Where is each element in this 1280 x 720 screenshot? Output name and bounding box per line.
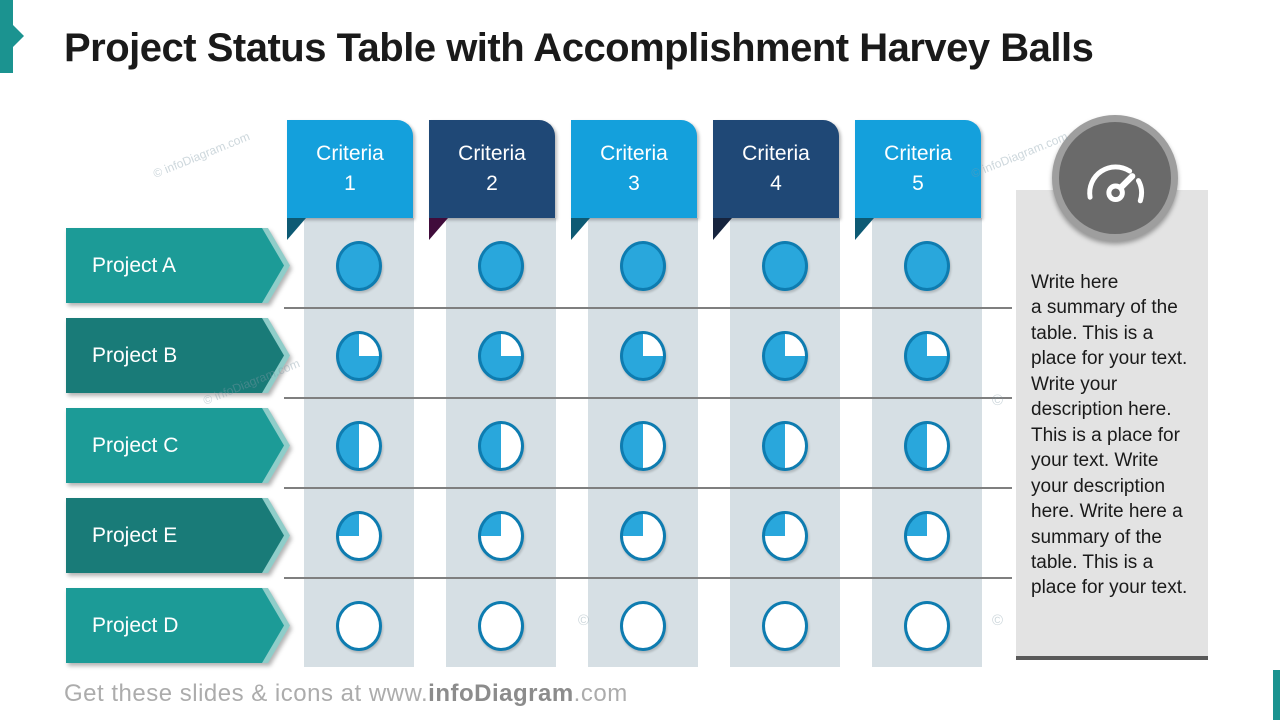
criteria-header-label: Criteria xyxy=(884,142,952,165)
watermark-text: © xyxy=(992,612,1004,629)
row-separator-line xyxy=(284,397,1012,399)
project-row-label-text: Project E xyxy=(92,523,178,547)
harvey-ball-100pct xyxy=(478,240,524,291)
project-row-label-text: Project D xyxy=(92,613,179,637)
criteria-header-label: Criteria xyxy=(742,142,810,165)
criteria-header-number: 5 xyxy=(912,172,924,195)
criteria-header-number: 2 xyxy=(486,172,498,195)
bottom-right-accent-bar xyxy=(1273,670,1280,720)
gauge-badge xyxy=(1052,115,1178,241)
criteria-header-label: Criteria xyxy=(458,142,526,165)
harvey-ball-50pct xyxy=(336,420,382,471)
summary-panel: Write here a summary of the table. This … xyxy=(1016,190,1208,660)
project-row-label-wrap: Project B xyxy=(66,318,290,393)
harvey-ball-75pct xyxy=(762,330,808,381)
project-row-label-text: Project C xyxy=(92,433,179,457)
harvey-ball-0pct xyxy=(904,600,950,651)
summary-text: Write here a summary of the table. This … xyxy=(1031,272,1188,599)
criteria-header-tab-1: Criteria 1 xyxy=(287,120,413,218)
harvey-ball-50pct xyxy=(904,420,950,471)
criteria-header-number: 4 xyxy=(770,172,782,195)
harvey-ball-25pct xyxy=(336,510,382,561)
criteria-header-tab-4: Criteria 4 xyxy=(713,120,839,218)
project-row-label: Project C xyxy=(66,408,284,483)
harvey-ball-100pct xyxy=(904,240,950,291)
harvey-ball-25pct xyxy=(762,510,808,561)
harvey-ball-75pct xyxy=(336,330,382,381)
criteria-header-tab-2: Criteria 2 xyxy=(429,120,555,218)
criteria-header-label: Criteria xyxy=(316,142,384,165)
top-left-accent-bar xyxy=(0,0,13,73)
harvey-ball-0pct xyxy=(336,600,382,651)
harvey-ball-50pct xyxy=(620,420,666,471)
harvey-ball-100pct xyxy=(620,240,666,291)
harvey-ball-75pct xyxy=(904,330,950,381)
project-row-label: Project D xyxy=(66,588,284,663)
footer-credit: Get these slides & icons at www.infoDiag… xyxy=(64,680,628,708)
gauge-icon xyxy=(1087,164,1144,204)
project-row-label-wrap: Project A xyxy=(66,228,290,303)
project-row-label-wrap: Project D xyxy=(66,588,290,663)
harvey-ball-100pct xyxy=(336,240,382,291)
harvey-ball-100pct xyxy=(762,240,808,291)
project-row-label-text: Project B xyxy=(92,343,178,367)
criteria-header-tab-5: Criteria 5 xyxy=(855,120,981,218)
criteria-header-label: Criteria xyxy=(600,142,668,165)
harvey-ball-75pct xyxy=(620,330,666,381)
project-row-label-wrap: Project E xyxy=(66,498,290,573)
harvey-ball-25pct xyxy=(620,510,666,561)
criteria-header-tab-3: Criteria 3 xyxy=(571,120,697,218)
row-separator-line xyxy=(284,307,1012,309)
project-row-label: Project B xyxy=(66,318,284,393)
project-row-label-text: Project A xyxy=(92,253,177,277)
project-row-label: Project A xyxy=(66,228,284,303)
harvey-ball-50pct xyxy=(762,420,808,471)
watermark-text: © xyxy=(992,392,1004,409)
criteria-header-number: 3 xyxy=(628,172,640,195)
footer-prefix: Get these slides & icons at www. xyxy=(64,680,429,707)
harvey-ball-0pct xyxy=(620,600,666,651)
project-row-label: Project E xyxy=(66,498,284,573)
accent-arrow-icon xyxy=(13,25,24,47)
harvey-ball-50pct xyxy=(478,420,524,471)
harvey-ball-25pct xyxy=(478,510,524,561)
watermark-text: © infoDiagram.com xyxy=(151,129,252,181)
harvey-ball-0pct xyxy=(762,600,808,651)
footer-brand: infoDiagram xyxy=(428,680,574,707)
row-separator-line xyxy=(284,487,1012,489)
footer-suffix: .com xyxy=(573,680,628,707)
project-row-label-wrap: Project C xyxy=(66,408,290,483)
page-title: Project Status Table with Accomplishment… xyxy=(64,26,1094,70)
harvey-ball-25pct xyxy=(904,510,950,561)
criteria-header-number: 1 xyxy=(344,172,356,195)
row-separator-line xyxy=(284,577,1012,579)
harvey-ball-0pct xyxy=(478,600,524,651)
harvey-ball-75pct xyxy=(478,330,524,381)
